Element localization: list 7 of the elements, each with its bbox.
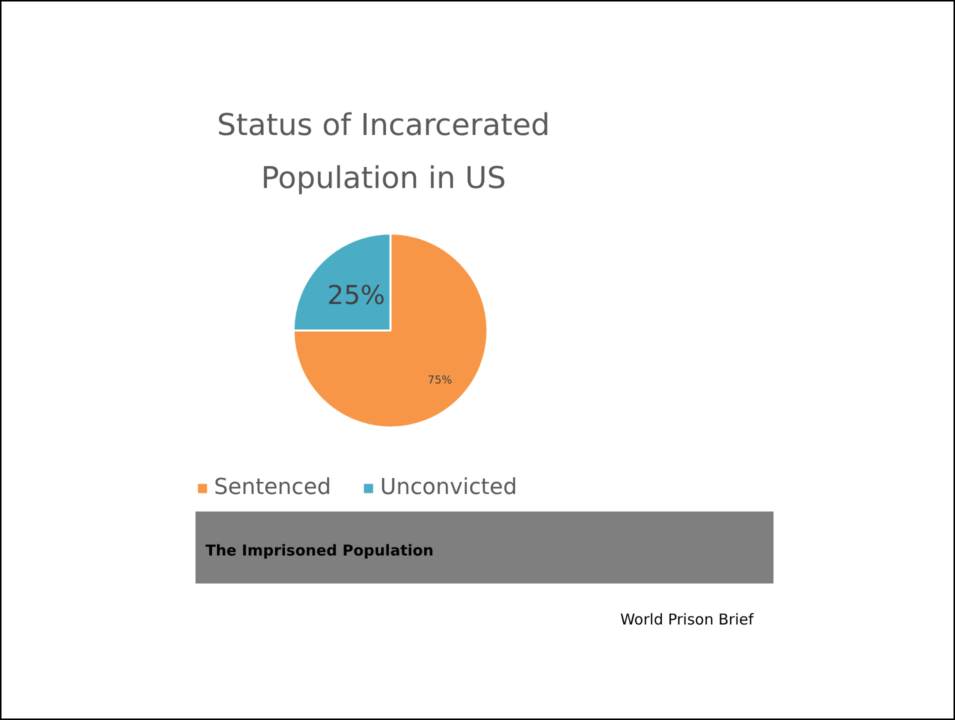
data-label: 75% — [428, 373, 452, 386]
text: The Imprisoned Population — [206, 542, 434, 560]
text: World Prison Brief — [620, 610, 754, 628]
legend-label: Unconvicted — [380, 475, 518, 500]
data-label: 25% — [327, 281, 386, 312]
legend-label: Sentenced — [214, 475, 332, 500]
chart-title: Status of Incarcerated Population in US — [217, 108, 550, 196]
